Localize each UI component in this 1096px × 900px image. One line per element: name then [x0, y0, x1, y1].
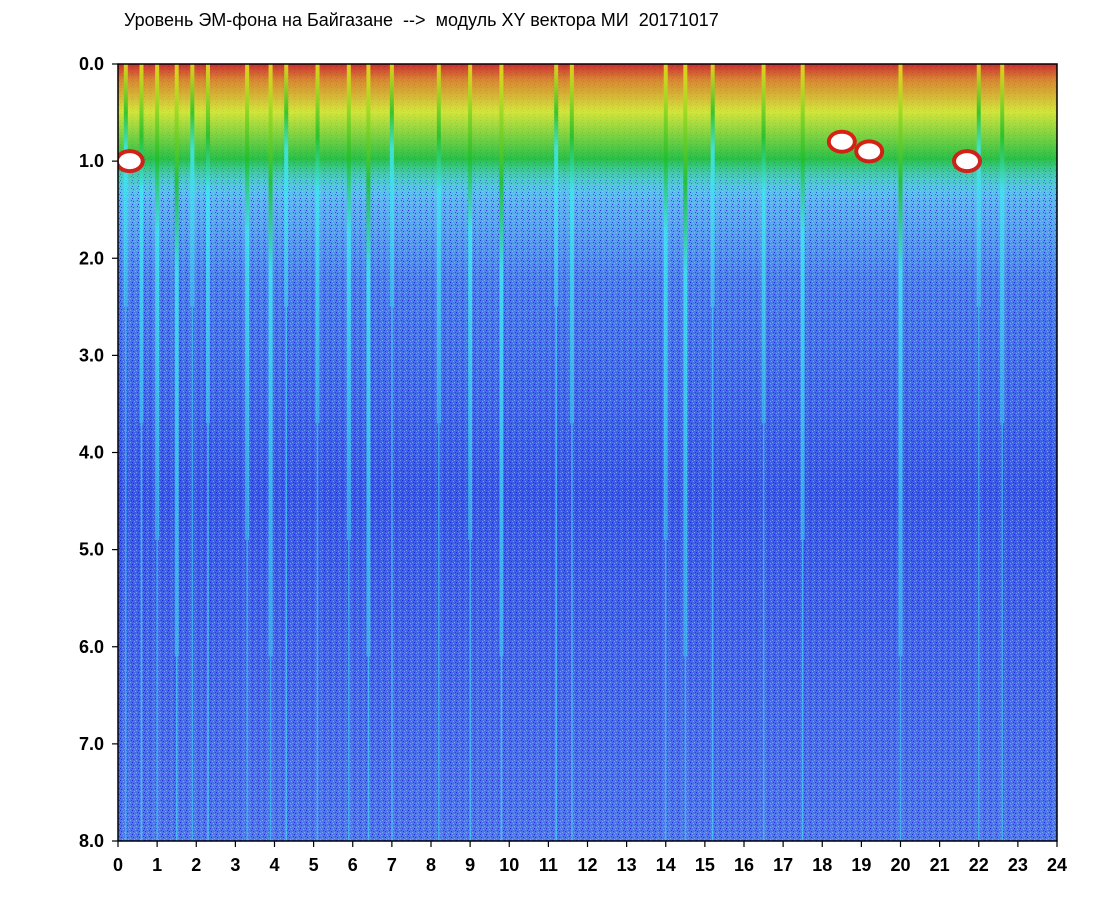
streak-tail-22: [801, 539, 804, 841]
x-tick-label-9: 9: [465, 855, 475, 875]
streak-tail-23: [899, 656, 902, 841]
x-tick-label-2: 2: [191, 855, 201, 875]
streak-tail-5: [207, 423, 209, 841]
streak-13: [436, 64, 441, 424]
streak-tail-11: [367, 656, 370, 841]
saturation-spot-3: [956, 153, 979, 170]
streak-tail-18: [664, 539, 667, 841]
streak-2: [155, 64, 160, 540]
streak-tail-1: [140, 423, 143, 841]
streak-18: [663, 64, 668, 540]
x-tick-label-24: 24: [1047, 855, 1067, 875]
x-tick-label-17: 17: [773, 855, 793, 875]
streak-tail-12: [391, 306, 393, 841]
streak-19: [683, 64, 688, 657]
streak-tail-2: [156, 539, 158, 841]
x-tick-label-16: 16: [734, 855, 754, 875]
streak-11: [366, 64, 371, 657]
streak-23: [898, 64, 903, 657]
x-tick-label-5: 5: [309, 855, 319, 875]
y-tick-label-4.0: 4.0: [79, 443, 104, 463]
streak-tail-24: [977, 306, 980, 841]
streak-22: [800, 64, 805, 540]
streak-20: [710, 64, 715, 307]
x-tick-label-19: 19: [851, 855, 871, 875]
x-tick-label-6: 6: [348, 855, 358, 875]
streak-tail-17: [571, 423, 573, 841]
x-tick-label-14: 14: [656, 855, 676, 875]
streak-tail-14: [469, 539, 471, 841]
x-tick-label-18: 18: [812, 855, 832, 875]
streak-tail-9: [316, 423, 319, 841]
x-tick-label-1: 1: [152, 855, 162, 875]
streak-tail-21: [762, 423, 765, 841]
streak-tail-25: [1001, 423, 1004, 841]
streak-tail-0: [125, 306, 127, 841]
streak-24: [976, 64, 981, 307]
saturation-spot-0: [118, 153, 141, 170]
streak-3: [174, 64, 179, 657]
streak-tail-13: [438, 423, 440, 841]
high-level-band: [118, 64, 1057, 200]
streak-tail-15: [500, 656, 503, 841]
streak-tail-20: [711, 306, 714, 841]
streak-17: [569, 64, 574, 424]
x-tick-label-8: 8: [426, 855, 436, 875]
x-tick-label-10: 10: [499, 855, 519, 875]
x-tick-label-7: 7: [387, 855, 397, 875]
streak-1: [139, 64, 144, 424]
x-tick-label-3: 3: [230, 855, 240, 875]
chart-title: Уровень ЭМ-фона на Байгазане --> модуль …: [124, 10, 719, 30]
streak-tail-4: [191, 306, 194, 841]
saturation-spot-2: [858, 143, 881, 160]
streak-8: [284, 64, 289, 307]
x-tick-label-11: 11: [539, 855, 558, 875]
streak-4: [190, 64, 195, 307]
streak-tail-16: [555, 306, 557, 841]
streak-0: [123, 64, 128, 307]
x-tick-label-22: 22: [969, 855, 989, 875]
saturation-spot-1: [830, 133, 853, 150]
y-tick-label-0.0: 0.0: [79, 54, 104, 74]
x-tick-label-20: 20: [890, 855, 910, 875]
streak-16: [554, 64, 559, 307]
streak-12: [389, 64, 394, 307]
x-tick-label-12: 12: [577, 855, 597, 875]
streak-10: [346, 64, 351, 540]
x-tick-label-15: 15: [695, 855, 715, 875]
x-tick-label-4: 4: [269, 855, 279, 875]
streak-tail-10: [348, 539, 350, 841]
streak-tail-7: [269, 656, 272, 841]
y-tick-label-1.0: 1.0: [79, 151, 104, 171]
y-tick-label-6.0: 6.0: [79, 637, 104, 657]
y-tick-label-5.0: 5.0: [79, 540, 104, 560]
axes: 0 1 2 3 4 5 6 7 8 9 10 11 12 13 14 15 16 17 18 19 20 21 22 23 24…: [79, 54, 1067, 875]
x-tick-label-23: 23: [1008, 855, 1028, 875]
streak-14: [468, 64, 473, 540]
y-tick-label-7.0: 7.0: [79, 734, 104, 754]
streak-15: [499, 64, 504, 657]
streak-tail-3: [175, 656, 178, 841]
streak-6: [245, 64, 250, 540]
x-tick-label-0: 0: [113, 855, 123, 875]
streak-5: [205, 64, 210, 424]
x-tick-label-21: 21: [930, 855, 950, 875]
plot-area: [118, 64, 1057, 841]
y-tick-label-3.0: 3.0: [79, 345, 104, 365]
x-tick-label-13: 13: [617, 855, 637, 875]
y-tick-label-8.0: 8.0: [79, 831, 104, 851]
streak-7: [268, 64, 273, 657]
streak-25: [1000, 64, 1005, 424]
y-tick-label-2.0: 2.0: [79, 248, 104, 268]
streak-tail-6: [246, 539, 248, 841]
streak-9: [315, 64, 320, 424]
streak-21: [761, 64, 766, 424]
streak-tail-8: [285, 306, 288, 841]
streak-tail-19: [684, 656, 687, 841]
